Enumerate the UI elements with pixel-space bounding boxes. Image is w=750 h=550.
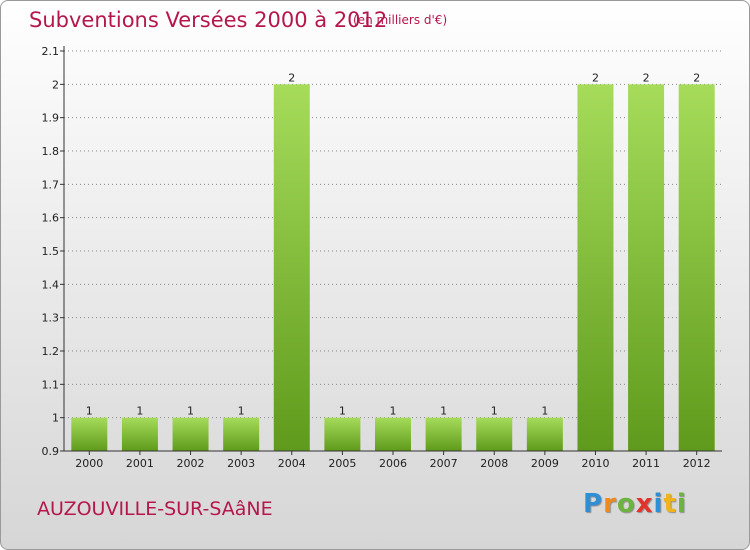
y-tick-label: 1.5 (42, 245, 60, 258)
bar (425, 417, 462, 451)
y-tick-label: 1 (52, 412, 59, 425)
bar (678, 84, 715, 451)
x-tick-label: 2005 (328, 457, 356, 470)
bar (121, 417, 158, 451)
bar (628, 84, 665, 451)
bar (526, 417, 563, 451)
data-label: 1 (390, 405, 397, 418)
y-tick-label: 1.3 (42, 312, 60, 325)
data-label: 1 (339, 405, 346, 418)
y-tick-label: 1.1 (42, 378, 60, 391)
proxiti-logo: Proxiti (583, 489, 687, 519)
town-name: AUZOUVILLE-SUR-SAâNE (37, 498, 273, 520)
bar (273, 84, 310, 451)
data-label: 1 (238, 405, 245, 418)
chart-unit: (en milliers d'€) (353, 13, 448, 27)
bars (71, 84, 715, 451)
logo-letter: x (635, 489, 654, 519)
logo-letter: i (676, 489, 687, 519)
x-tick-label: 2012 (683, 457, 711, 470)
x-tick-label: 2010 (581, 457, 609, 470)
logo-letter: P (583, 489, 604, 519)
data-label: 1 (491, 405, 498, 418)
x-tick-label: 2004 (278, 457, 306, 470)
y-tick-label: 2.1 (42, 45, 60, 58)
x-tick-label: 2006 (379, 457, 407, 470)
y-tick-label: 1.8 (42, 145, 60, 158)
bar (223, 417, 260, 451)
logo-letter: i (653, 489, 664, 519)
y-tick-label: 2 (52, 78, 59, 91)
x-tick-label: 2002 (177, 457, 205, 470)
logo-letter: t (663, 489, 677, 519)
data-label: 2 (592, 71, 599, 84)
bar (71, 417, 108, 451)
logo-letter: r (603, 489, 617, 519)
logo-letter: o (616, 489, 636, 519)
labels: 0.9 1 1.1 1.2 1.3 1.4 1.5 1.6 1.7 1.8 1.9 2 2.1 1 2000… (42, 45, 711, 470)
x-tick-label: 2007 (430, 457, 458, 470)
bar (324, 417, 361, 451)
bar (172, 417, 209, 451)
data-label: 2 (288, 71, 295, 84)
data-label: 1 (541, 405, 548, 418)
grid-lines (64, 50, 722, 452)
axes (60, 46, 722, 455)
data-label: 1 (440, 405, 447, 418)
x-tick-label: 2008 (480, 457, 508, 470)
data-label: 2 (693, 71, 700, 84)
x-tick-label: 2009 (531, 457, 559, 470)
y-tick-label: 1.4 (42, 278, 60, 291)
y-tick-label: 1.9 (42, 112, 60, 125)
data-label: 1 (86, 405, 93, 418)
data-label: 1 (187, 405, 194, 418)
bar (577, 84, 614, 451)
data-label: 1 (136, 405, 143, 418)
bar (375, 417, 411, 451)
x-tick-label: 2003 (227, 457, 255, 470)
x-tick-label: 2001 (126, 457, 154, 470)
y-tick-label: 1.2 (42, 345, 60, 358)
y-tick-label: 1.6 (42, 212, 60, 225)
x-tick-label: 2011 (632, 457, 660, 470)
chart-title: Subventions Versées 2000 à 2012 (29, 8, 388, 32)
bar (476, 417, 513, 451)
y-tick-label: 1.7 (42, 178, 60, 191)
data-label: 2 (643, 71, 650, 84)
x-tick-label: 2000 (75, 457, 103, 470)
y-tick-label: 0.9 (42, 445, 60, 458)
